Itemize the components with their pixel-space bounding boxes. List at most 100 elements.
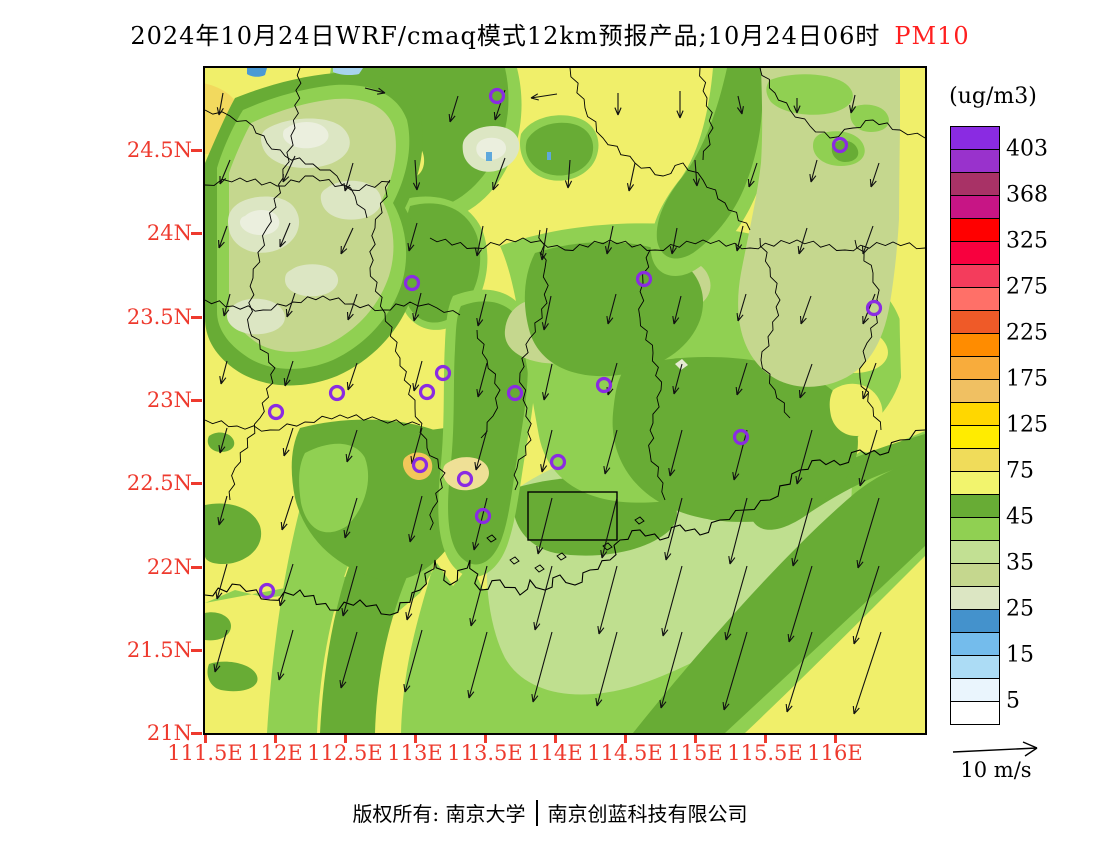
contour-region xyxy=(850,104,890,132)
wind-vector xyxy=(735,362,748,396)
wind-vector xyxy=(476,362,488,398)
station-marker xyxy=(456,470,474,488)
colorbar xyxy=(950,126,1000,725)
lon-tick xyxy=(414,735,417,743)
admin-border xyxy=(476,329,501,439)
wind-vector xyxy=(736,293,747,322)
wind-vector xyxy=(345,429,358,463)
colorbar-tick-label: 15 xyxy=(1006,642,1034,668)
lat-label: 24.5N xyxy=(126,138,192,162)
colorbar-segment xyxy=(951,472,999,495)
wind-vector xyxy=(219,360,228,385)
colorbar-tick-label: 275 xyxy=(1006,274,1048,300)
contour-region xyxy=(229,98,396,352)
wind-vector xyxy=(405,563,423,621)
nested-domain-box xyxy=(527,491,618,541)
wind-vector xyxy=(340,227,354,255)
admin-border xyxy=(284,155,368,219)
contour-region xyxy=(525,122,594,176)
wind-vector xyxy=(606,293,617,325)
wind-vector xyxy=(282,155,296,183)
station-marker xyxy=(831,136,849,154)
contour-region xyxy=(207,661,258,692)
colorbar-segment xyxy=(951,633,999,656)
admin-border xyxy=(369,179,446,531)
colorbar-segment xyxy=(951,334,999,357)
station-marker xyxy=(595,376,613,394)
admin-border xyxy=(759,237,791,419)
colorbar-tick-label: 75 xyxy=(1006,458,1034,484)
wind-vector xyxy=(540,429,553,473)
colorbar-segment xyxy=(951,196,999,219)
station-marker xyxy=(403,274,421,292)
contour-region xyxy=(333,68,363,76)
contour-region xyxy=(547,152,551,160)
wind-vector xyxy=(798,363,813,399)
map-svg xyxy=(205,68,925,733)
lon-tick xyxy=(274,735,277,743)
contour-region xyxy=(829,383,883,436)
wind-vector xyxy=(278,563,294,607)
lon-tick xyxy=(834,735,837,743)
wind-vector xyxy=(283,360,294,387)
wind-vector xyxy=(724,565,748,641)
wind-vector xyxy=(541,295,552,331)
wind-reference-arrow xyxy=(952,741,1038,757)
wind-vector xyxy=(732,429,748,481)
wind-vector xyxy=(869,162,880,188)
wind-vector xyxy=(412,159,421,191)
lon-label: 115E xyxy=(667,741,723,765)
wind-vector xyxy=(668,429,683,477)
wind-vector xyxy=(474,429,488,471)
lon-tick xyxy=(484,735,487,743)
wind-vector xyxy=(564,159,573,189)
wind-vector xyxy=(448,95,459,123)
lon-tick xyxy=(344,735,347,743)
wind-vector xyxy=(542,363,553,401)
admin-border xyxy=(205,175,391,192)
colorbar-tick-label: 175 xyxy=(1006,366,1048,392)
admin-border xyxy=(228,68,302,501)
admin-border xyxy=(205,109,286,157)
wind-reference-label: 10 m/s xyxy=(960,758,1032,782)
lon-label: 115.5E xyxy=(727,741,803,765)
station-marker xyxy=(474,507,492,525)
contour-region xyxy=(486,152,492,161)
lon-label: 114.5E xyxy=(587,741,663,765)
lon-tick xyxy=(624,735,627,743)
wind-vector xyxy=(672,363,683,395)
wind-vector xyxy=(469,565,488,627)
lon-tick xyxy=(764,735,767,743)
colorbar-segment xyxy=(951,127,999,150)
wind-vector xyxy=(492,157,506,191)
wind-vector xyxy=(669,227,678,255)
lon-label: 112E xyxy=(247,741,303,765)
lat-tick xyxy=(191,482,202,485)
lat-label: 23.5N xyxy=(126,305,192,329)
lat-label: 24N xyxy=(146,221,192,245)
wind-vector xyxy=(626,162,636,192)
wind-vector xyxy=(797,227,808,255)
contour-region xyxy=(299,443,369,533)
contour-region xyxy=(524,242,704,377)
wind-vector xyxy=(614,93,622,116)
station-marker xyxy=(258,582,276,600)
lon-tick xyxy=(204,735,207,743)
wind-vector xyxy=(539,227,548,261)
contour-region xyxy=(656,68,763,259)
lat-label: 21.5N xyxy=(126,638,192,662)
colorbar-segment xyxy=(951,495,999,518)
lon-label: 116E xyxy=(807,741,863,765)
station-marker xyxy=(411,456,429,474)
wind-vector xyxy=(339,631,358,689)
colorbar-tick-label: 403 xyxy=(1006,136,1048,162)
wind-vector xyxy=(728,497,748,565)
wind-vector xyxy=(664,497,683,561)
island-outline xyxy=(556,552,567,561)
lat-tick xyxy=(191,649,202,652)
colorbar-segment xyxy=(951,357,999,380)
wind-vector xyxy=(533,565,553,631)
wind-vector xyxy=(222,293,231,317)
colorbar-segment xyxy=(951,265,999,288)
